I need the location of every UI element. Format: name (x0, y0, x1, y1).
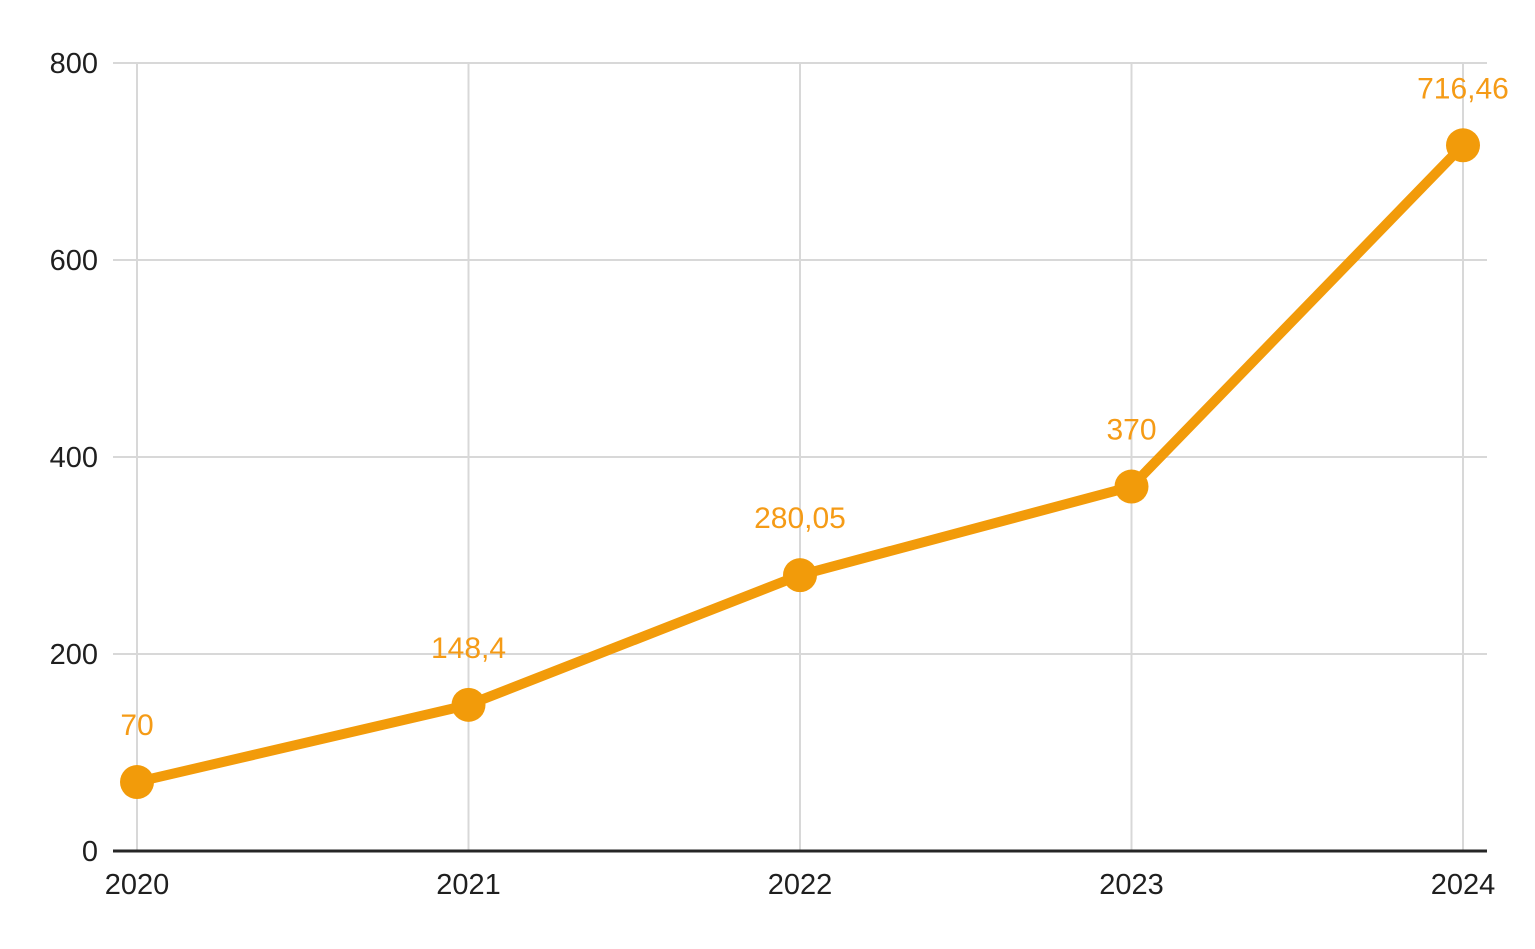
y-axis-tick-label: 400 (50, 442, 98, 474)
data-point[interactable] (451, 687, 486, 722)
x-axis-tick-label: 2020 (105, 869, 170, 901)
data-point[interactable] (120, 765, 154, 800)
y-axis-tick-label: 200 (50, 639, 98, 671)
x-axis-tick-label: 2023 (1099, 869, 1164, 901)
x-axis-tick-label: 2022 (768, 869, 833, 901)
data-point[interactable] (783, 558, 817, 593)
x-axis-tick-label: 2021 (436, 869, 501, 901)
data-point-label: 148,4 (431, 632, 506, 665)
data-point[interactable] (1114, 469, 1149, 504)
y-axis-tick-label: 0 (82, 836, 98, 868)
y-axis-tick-label: 800 (50, 48, 98, 80)
data-point-label: 70 (120, 709, 153, 742)
x-axis-tick-label: 2024 (1431, 869, 1496, 901)
data-point-label: 370 (1106, 414, 1156, 447)
data-point[interactable] (1446, 128, 1480, 163)
y-axis-tick-label: 600 (50, 245, 98, 277)
data-point-label: 280,05 (754, 502, 846, 535)
data-point-label: 716,46 (1417, 72, 1509, 105)
